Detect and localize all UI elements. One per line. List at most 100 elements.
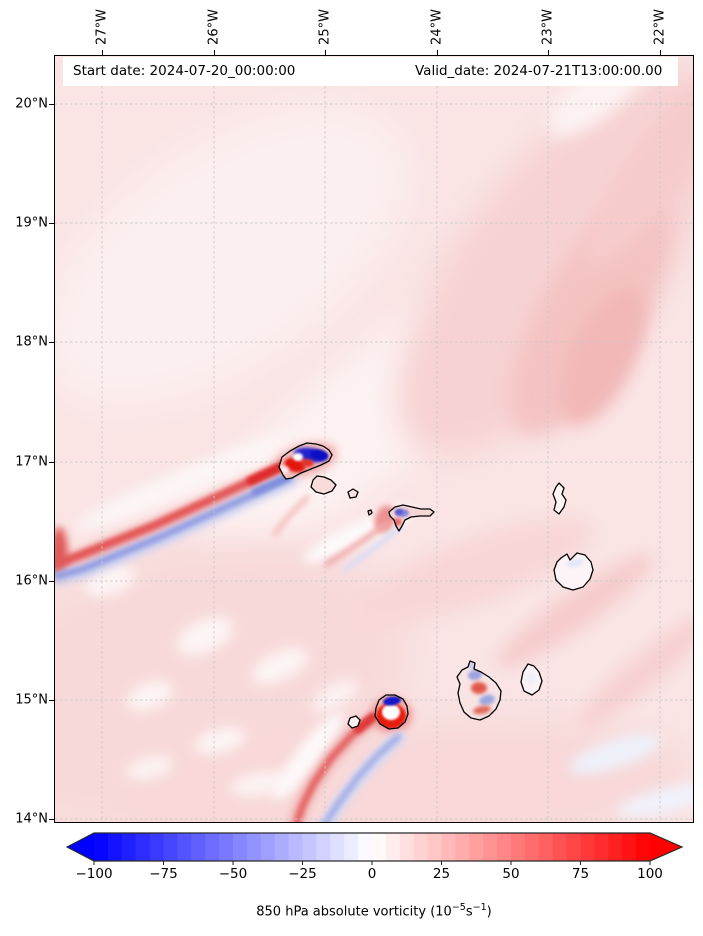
colorbar-segment <box>302 833 317 861</box>
island-vorticity-spot <box>566 558 584 568</box>
field-blob <box>579 615 693 727</box>
colorbar-segment <box>497 833 512 861</box>
y-axis-tick <box>49 222 54 224</box>
colorbar-tick-label: −50 <box>218 866 248 882</box>
colorbar-segment <box>358 833 373 861</box>
field-blob <box>311 679 359 713</box>
colorbar-segment <box>441 833 456 861</box>
field-blob <box>584 75 693 267</box>
colorbar-segment <box>260 833 276 861</box>
colorbar-segment <box>594 833 609 861</box>
field-streak <box>55 474 293 580</box>
colorbar-segment <box>94 833 109 861</box>
y-axis-tick-label: 19°N <box>15 215 48 231</box>
colorbar-segment <box>524 833 540 861</box>
colorbar-segment <box>399 833 415 861</box>
colorbar-segment <box>163 833 178 861</box>
colorbar-segment <box>233 833 248 861</box>
field-streak <box>272 495 310 537</box>
colorbar-segment <box>107 833 123 861</box>
field-streak <box>55 462 287 568</box>
island-outline <box>374 694 409 730</box>
island-outline <box>520 663 543 696</box>
field-blob <box>55 527 68 581</box>
y-axis-tick <box>49 699 54 701</box>
island-vorticity-spot <box>473 705 491 715</box>
island-outline <box>278 442 333 480</box>
field-blob <box>176 616 234 656</box>
island-outline <box>552 482 567 515</box>
colorbar-segment <box>191 833 206 861</box>
y-axis-tick-label: 20°N <box>15 96 48 112</box>
colorbar <box>65 832 684 865</box>
field-blob <box>569 734 661 774</box>
island-outline <box>388 504 435 532</box>
x-axis-tick-label: 25°W <box>317 9 333 45</box>
colorbar-tick-label: 50 <box>502 866 520 882</box>
y-axis-tick-label: 17°N <box>15 454 48 470</box>
x-axis-tick-label: 24°W <box>429 9 445 45</box>
island-fill <box>348 716 360 728</box>
colorbar-under-arrow <box>67 833 94 861</box>
field-streak <box>342 524 403 572</box>
colorbar-tick-label: −25 <box>288 866 317 882</box>
colorbar-tick-label: 75 <box>571 866 590 882</box>
island-vorticity-spot <box>479 694 495 706</box>
island-outline <box>347 715 361 729</box>
x-axis-tick <box>659 50 661 55</box>
colorbar-segment <box>205 833 220 861</box>
field-blob <box>115 718 693 822</box>
colorbar-tick-label: −75 <box>149 866 178 882</box>
colorbar-segment <box>177 833 192 861</box>
x-axis-tick-label: 26°W <box>206 9 222 45</box>
colorbar-segment <box>121 833 137 861</box>
field-blob <box>272 712 344 800</box>
island-outline <box>310 475 337 495</box>
island-outline <box>367 509 373 516</box>
field-streak <box>251 473 292 496</box>
y-axis-tick-label: 18°N <box>15 334 48 350</box>
colorbar-label-sup1: −5 <box>451 902 466 913</box>
colorbar-segment <box>469 833 484 861</box>
colorbar-segment <box>288 833 304 861</box>
island-fill <box>311 476 336 494</box>
island-outline <box>347 488 359 499</box>
colorbar-label-sup2: −1 <box>472 902 487 913</box>
field-blob <box>127 681 173 711</box>
field-blob <box>194 727 246 755</box>
field-blob <box>496 554 654 668</box>
x-axis-tick <box>213 50 215 55</box>
field-blob <box>357 518 593 624</box>
colorbar-segment <box>483 833 498 861</box>
field-blob <box>126 755 174 781</box>
colorbar-segment <box>330 833 345 861</box>
colorbar-segment <box>274 833 290 861</box>
x-axis-tick <box>547 50 549 55</box>
colorbar-segment <box>316 833 331 861</box>
colorbar-label-post: ) <box>486 904 492 920</box>
y-axis-tick-label: 15°N <box>15 692 48 708</box>
y-axis-tick <box>49 580 54 582</box>
colorbar-segment <box>538 833 554 861</box>
map-plot <box>54 55 694 823</box>
colorbar-segment <box>622 833 637 861</box>
colorbar-label-mid: s <box>465 904 473 920</box>
island-outline <box>456 660 502 721</box>
y-axis-tick-label: 14°N <box>15 811 48 827</box>
colorbar-segment <box>344 833 359 861</box>
y-axis-tick <box>49 461 54 463</box>
island-vorticity-spot <box>526 672 536 684</box>
y-axis-tick <box>49 103 54 105</box>
colorbar-segment <box>149 833 165 861</box>
y-axis-tick <box>49 341 54 343</box>
colorbar-tick-label: 100 <box>637 866 663 882</box>
colorbar-label-pre: 850 hPa absolute vorticity (10 <box>256 904 452 920</box>
colorbar-segment <box>580 833 595 861</box>
x-axis-tick-label: 22°W <box>652 9 668 45</box>
y-axis-tick <box>49 818 54 820</box>
island-vorticity-spot <box>471 682 487 694</box>
island-vorticity-spot <box>383 696 401 706</box>
field-streak <box>324 521 390 567</box>
island-interior <box>376 696 406 729</box>
